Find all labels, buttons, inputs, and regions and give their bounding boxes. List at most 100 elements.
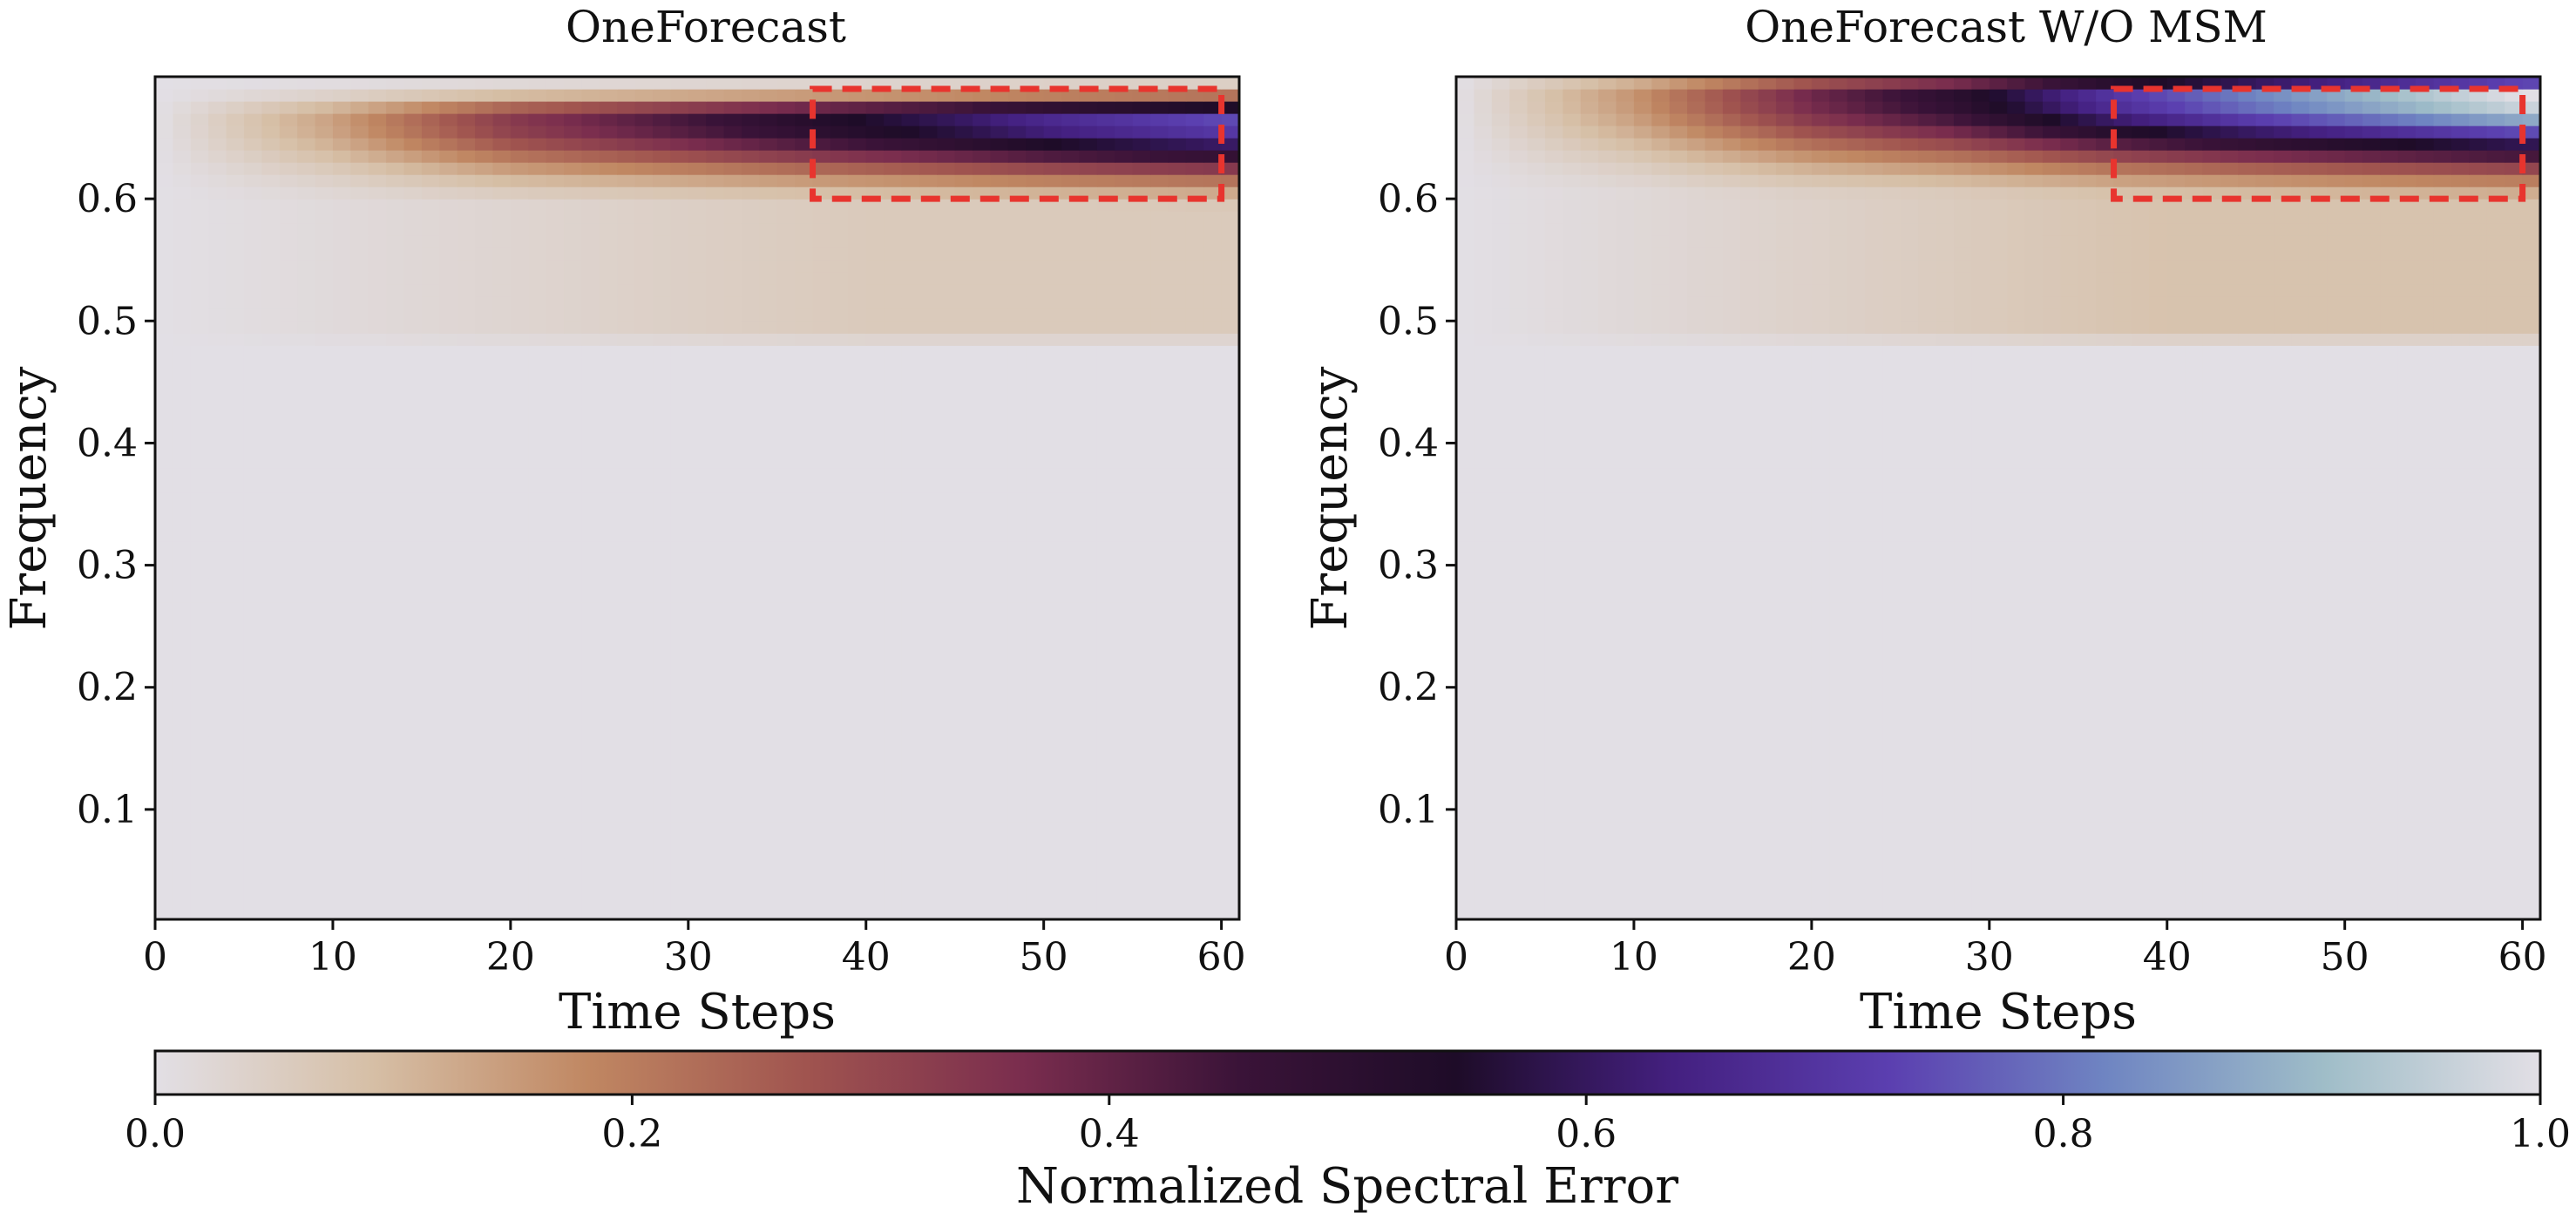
heatmap-cell — [848, 272, 867, 285]
heatmap-cell — [2362, 882, 2382, 896]
heatmap-cell — [1079, 321, 1098, 334]
heatmap-cell — [653, 308, 672, 322]
heatmap-cell — [1527, 809, 1546, 823]
heatmap-cell — [1221, 674, 1240, 688]
heatmap-cell — [1150, 296, 1169, 309]
heatmap-cell — [848, 833, 867, 847]
heatmap-cell — [990, 687, 1009, 701]
heatmap-cell — [1026, 321, 1045, 334]
heatmap-cell — [1007, 443, 1027, 457]
heatmap-cell — [243, 394, 262, 407]
heatmap-cell — [937, 528, 956, 542]
heatmap-cell — [1026, 821, 1045, 835]
heatmap-cell — [848, 906, 867, 920]
heatmap-cell — [1061, 321, 1081, 334]
heatmap-cell — [2291, 809, 2310, 823]
heatmap-cell — [723, 174, 742, 187]
heatmap-cell — [279, 723, 298, 737]
heatmap-cell — [1598, 845, 1617, 859]
heatmap-cell — [368, 504, 387, 518]
heatmap-cell — [812, 284, 831, 297]
heatmap-cell — [1079, 479, 1098, 493]
heatmap-cell — [830, 89, 849, 102]
heatmap-cell — [706, 89, 725, 102]
heatmap-cell — [741, 735, 760, 749]
heatmap-cell — [759, 626, 778, 640]
heatmap-cell — [1026, 284, 1045, 297]
heatmap-cell — [350, 138, 369, 151]
heatmap-cell — [848, 223, 867, 236]
heatmap-cell — [2166, 772, 2186, 786]
heatmap-cell — [155, 77, 173, 90]
heatmap-cell — [706, 870, 725, 884]
heatmap-cell — [528, 333, 547, 346]
heatmap-cell — [475, 430, 494, 444]
heatmap-cell — [1474, 845, 1493, 859]
heatmap-cell — [261, 699, 281, 713]
heatmap-cell — [155, 906, 173, 920]
heatmap-cell — [617, 443, 636, 457]
heatmap-cell — [226, 882, 245, 896]
heatmap-cell — [475, 443, 494, 457]
heatmap-cell — [1079, 260, 1098, 273]
heatmap-cell — [510, 601, 529, 615]
heatmap-cell — [510, 882, 529, 896]
heatmap-cell — [1954, 784, 1973, 798]
heatmap-cell — [1115, 516, 1134, 530]
heatmap-cell — [315, 443, 334, 457]
heatmap-cell — [439, 772, 458, 786]
heatmap-cell — [386, 906, 405, 920]
heatmap-cell — [261, 455, 281, 469]
heatmap-cell — [954, 735, 973, 749]
heatmap-cell — [261, 772, 281, 786]
heatmap-cell — [2131, 809, 2150, 823]
heatmap-cell — [759, 723, 778, 737]
heatmap-cell — [1168, 284, 1187, 297]
heatmap-cell — [1221, 699, 1240, 713]
heatmap-cell — [2308, 821, 2328, 835]
heatmap-cell — [1491, 760, 1510, 774]
heatmap-cell — [653, 430, 672, 444]
heatmap-cell — [297, 845, 316, 859]
heatmap-cell — [865, 796, 885, 810]
heatmap-cell — [1007, 845, 1027, 859]
heatmap-cell — [315, 528, 334, 542]
heatmap-cell — [457, 296, 476, 309]
heatmap-cell — [1150, 589, 1169, 603]
heatmap-cell — [706, 809, 725, 823]
heatmap-cell — [812, 894, 831, 908]
heatmap-cell — [973, 711, 992, 725]
heatmap-cell — [1007, 89, 1027, 102]
heatmap-cell — [812, 357, 831, 370]
heatmap-cell — [439, 894, 458, 908]
heatmap-cell — [1563, 833, 1582, 847]
heatmap-cell — [634, 760, 654, 774]
heatmap-cell — [706, 857, 725, 871]
heatmap-cell — [1150, 150, 1169, 163]
heatmap-cell — [297, 723, 316, 737]
heatmap-cell — [492, 821, 512, 835]
heatmap-cell — [1168, 272, 1187, 285]
heatmap-cell — [190, 906, 209, 920]
y-tick-label: 0.1 — [77, 788, 138, 832]
heatmap-cell — [901, 101, 920, 114]
heatmap-cell — [297, 467, 316, 481]
heatmap-cell — [1079, 125, 1098, 139]
heatmap-cell — [564, 455, 583, 469]
heatmap-cell — [670, 443, 689, 457]
heatmap-cell — [350, 77, 369, 90]
heatmap-cell — [155, 394, 173, 407]
heatmap-cell — [1722, 784, 1741, 798]
heatmap-cell — [2522, 821, 2541, 835]
heatmap-cell — [1061, 308, 1081, 322]
heatmap-cell — [848, 577, 867, 591]
heatmap-cell — [1007, 833, 1027, 847]
heatmap-cell — [457, 308, 476, 322]
heatmap-cell — [776, 260, 796, 273]
heatmap-cell — [2416, 809, 2435, 823]
heatmap-cell — [901, 174, 920, 187]
heatmap-cell — [617, 467, 636, 481]
heatmap-cell — [830, 894, 849, 908]
heatmap-cell — [350, 235, 369, 248]
heatmap-cell — [457, 199, 476, 212]
